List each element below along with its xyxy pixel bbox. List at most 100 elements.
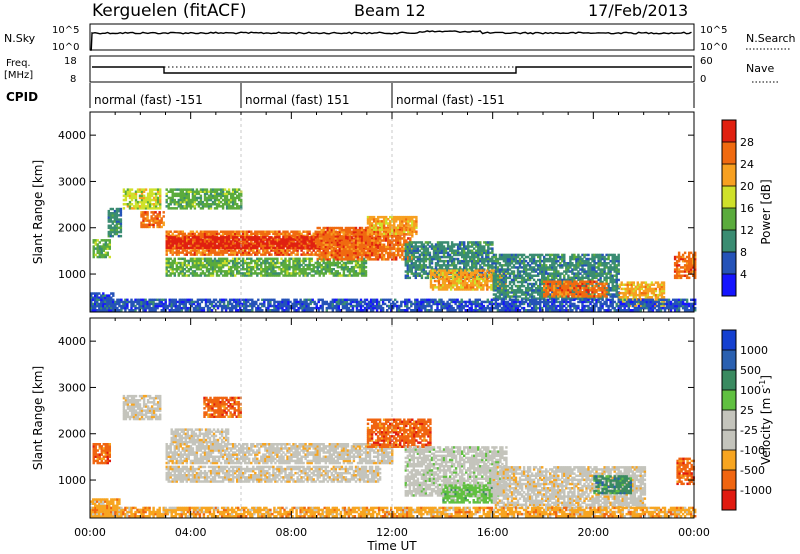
cpid-segment-2: normal (fast) 151 bbox=[245, 93, 349, 107]
colorbar-tick-label: 24 bbox=[740, 158, 754, 171]
x-tick-label: 04:00 bbox=[175, 526, 207, 539]
data-region-17 bbox=[673, 251, 697, 280]
cpid-panel: CPID normal (fast) -151 normal (fast) 151… bbox=[6, 83, 695, 108]
data-region-15 bbox=[543, 280, 608, 298]
nsky-tick-low: 10^0 bbox=[52, 42, 79, 53]
data-region-13 bbox=[676, 457, 695, 486]
colorbar-swatch bbox=[722, 350, 736, 371]
data-region-7 bbox=[203, 396, 242, 418]
colorbar-swatch bbox=[722, 430, 736, 451]
nave-label: Nave bbox=[746, 62, 774, 75]
data-region-6 bbox=[165, 465, 382, 483]
power-y-ticks: 1000 2000 3000 4000 bbox=[58, 112, 695, 312]
x-tick-label: 08:00 bbox=[275, 526, 307, 539]
y-tick-label: 1000 bbox=[58, 268, 86, 281]
velocity-colorbar: -1000 -500 -100 -25 25 100 500 1000 bbox=[721, 329, 772, 511]
x-tick-label: 20:00 bbox=[577, 526, 609, 539]
colorbar-tick-label: 8 bbox=[740, 246, 747, 259]
cpid-label: CPID bbox=[6, 90, 38, 104]
colorbar-swatch bbox=[722, 370, 736, 391]
colorbar-swatch bbox=[722, 208, 736, 231]
data-region-4 bbox=[170, 428, 230, 444]
y-tick-label: 4000 bbox=[58, 129, 86, 142]
nave-tick-low: 0 bbox=[700, 74, 706, 85]
velocity-ylabel: Slant Range [km] bbox=[31, 366, 45, 470]
colorbar-tick-label: -500 bbox=[740, 464, 765, 477]
data-region-2 bbox=[92, 443, 112, 465]
colorbar-tick-label: 12 bbox=[740, 224, 754, 237]
colorbar-swatch bbox=[722, 230, 736, 253]
colorbar-tick-label: 20 bbox=[740, 180, 754, 193]
data-region-12 bbox=[593, 475, 633, 495]
power-ylabel: Slant Range [km] bbox=[31, 160, 45, 264]
nsearch-tick-high: 10^5 bbox=[700, 25, 727, 36]
nsky-label: N.Sky bbox=[4, 32, 36, 45]
power-panel: 1000 2000 3000 4000 Slant Range [km] bbox=[31, 111, 697, 313]
nsky-trace bbox=[90, 30, 692, 51]
x-tick-label: 00:00 bbox=[74, 526, 106, 539]
colorbar-swatch bbox=[722, 252, 736, 275]
colorbar-tick-label: 1000 bbox=[740, 344, 768, 357]
data-region-5 bbox=[140, 211, 165, 229]
x-tick-label: 16:00 bbox=[477, 526, 509, 539]
freq-panel: Freq. [MHz] 18 8 60 0 Nave bbox=[4, 55, 780, 85]
freq-trace bbox=[92, 66, 692, 74]
data-region-3 bbox=[122, 394, 162, 421]
x-tick-label: 00:00 bbox=[678, 526, 710, 539]
y-tick-label: 3000 bbox=[58, 381, 86, 394]
y-tick-label: 1000 bbox=[58, 474, 86, 487]
freq-unit: [MHz] bbox=[4, 70, 33, 81]
freq-tick-high: 18 bbox=[64, 56, 77, 67]
time-axis: 00:00 04:00 08:00 12:00 16:00 20:00 00:00 bbox=[74, 526, 710, 539]
beam-title: Beam 12 bbox=[354, 1, 426, 20]
xaxis-label: Time UT bbox=[366, 539, 417, 553]
y-tick-label: 2000 bbox=[58, 222, 86, 235]
data-region-6 bbox=[165, 188, 243, 210]
nave-tick-high: 60 bbox=[700, 56, 713, 67]
power-colorbar-label: Power [dB] bbox=[759, 179, 773, 244]
freq-label: Freq. bbox=[6, 58, 31, 69]
colorbar-swatch bbox=[722, 450, 736, 471]
velocity-colorbar-label: Velocity [m s-1] bbox=[758, 375, 773, 465]
colorbar-swatch bbox=[722, 330, 736, 351]
nsky-panel: N.Sky 10^5 10^0 10^5 10^0 N.Search bbox=[4, 23, 796, 53]
velocity-y-ticks: 1000 2000 3000 4000 bbox=[58, 318, 695, 518]
colorbar-swatch bbox=[722, 410, 736, 431]
freq-tick-low: 8 bbox=[70, 74, 76, 85]
nsky-tick-high: 10^5 bbox=[52, 25, 79, 36]
colorbar-swatch bbox=[722, 390, 736, 411]
data-region-10 bbox=[442, 484, 494, 504]
colorbar-swatch bbox=[722, 164, 736, 187]
colorbar-tick-label: 100 bbox=[740, 384, 761, 397]
data-region-4 bbox=[122, 188, 162, 210]
y-tick-label: 4000 bbox=[58, 335, 86, 348]
colorbar-tick-label: 25 bbox=[740, 404, 754, 417]
velocity-data-cells bbox=[90, 318, 697, 518]
colorbar-tick-label: -25 bbox=[740, 424, 758, 437]
y-tick-label: 3000 bbox=[58, 175, 86, 188]
data-region-8 bbox=[366, 418, 432, 448]
colorbar-tick-label: 16 bbox=[740, 202, 754, 215]
data-region-11 bbox=[366, 215, 418, 236]
colorbar-tick-label: 500 bbox=[740, 364, 761, 377]
colorbar-swatch bbox=[722, 274, 736, 297]
colorbar-tick-label: -100 bbox=[740, 444, 765, 457]
date-title: 17/Feb/2013 bbox=[588, 1, 688, 20]
colorbar-swatch bbox=[722, 120, 736, 143]
colorbar-swatch bbox=[722, 490, 736, 511]
colorbar-tick-label: 28 bbox=[740, 136, 754, 149]
colorbar-tick-label: -1000 bbox=[740, 484, 772, 497]
data-region-14 bbox=[90, 506, 697, 518]
y-tick-label: 2000 bbox=[58, 428, 86, 441]
colorbar-swatch bbox=[722, 142, 736, 165]
station-title: Kerguelen (fitACF) bbox=[92, 1, 246, 21]
data-region-11 bbox=[492, 466, 647, 509]
power-data-cells bbox=[90, 112, 697, 312]
data-region-18 bbox=[90, 298, 697, 312]
cpid-segment-3: normal (fast) -151 bbox=[396, 93, 505, 107]
power-colorbar: 4 8 12 16 20 24 28 bbox=[721, 119, 754, 297]
data-region-2 bbox=[92, 239, 112, 259]
velocity-panel: 1000 2000 3000 4000 Slant Range [km] bbox=[31, 317, 697, 519]
nsearch-tick-low: 10^0 bbox=[700, 42, 727, 53]
